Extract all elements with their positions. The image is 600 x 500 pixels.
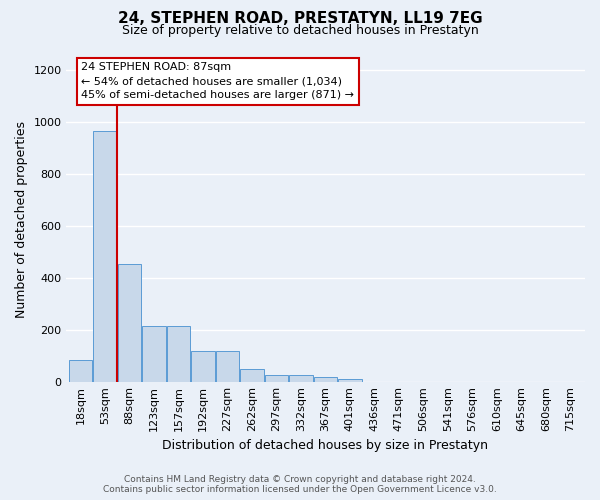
Text: 24 STEPHEN ROAD: 87sqm
← 54% of detached houses are smaller (1,034)
45% of semi-: 24 STEPHEN ROAD: 87sqm ← 54% of detached… xyxy=(82,62,355,100)
Bar xyxy=(191,350,215,382)
Bar xyxy=(289,376,313,382)
Bar xyxy=(118,264,141,382)
Bar xyxy=(94,132,116,382)
Bar xyxy=(69,360,92,382)
Bar xyxy=(338,380,362,382)
Bar xyxy=(216,350,239,382)
Bar xyxy=(265,376,288,382)
Bar xyxy=(314,376,337,382)
Bar xyxy=(241,369,263,382)
Y-axis label: Number of detached properties: Number of detached properties xyxy=(15,121,28,318)
Bar xyxy=(142,326,166,382)
X-axis label: Distribution of detached houses by size in Prestatyn: Distribution of detached houses by size … xyxy=(163,440,488,452)
Text: 24, STEPHEN ROAD, PRESTATYN, LL19 7EG: 24, STEPHEN ROAD, PRESTATYN, LL19 7EG xyxy=(118,11,482,26)
Text: Size of property relative to detached houses in Prestatyn: Size of property relative to detached ho… xyxy=(122,24,478,37)
Bar xyxy=(167,326,190,382)
Text: Contains HM Land Registry data © Crown copyright and database right 2024.
Contai: Contains HM Land Registry data © Crown c… xyxy=(103,474,497,494)
